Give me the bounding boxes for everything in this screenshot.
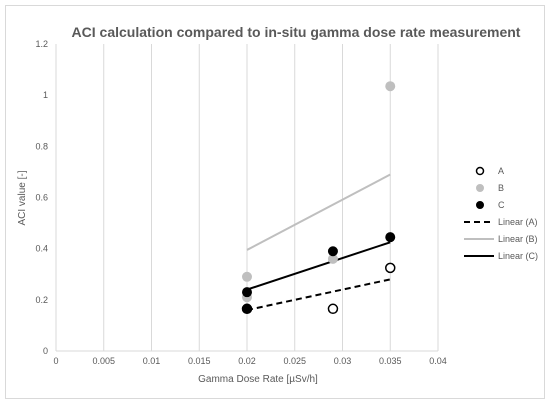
trendline-linear-b <box>246 173 391 251</box>
y-tick-label: 0.8 <box>35 141 48 151</box>
grid-lines <box>103 44 439 351</box>
x-tick-label: 0.015 <box>188 356 211 366</box>
legend-label: Linear (A) <box>498 217 538 227</box>
y-tick-label: 0.2 <box>35 295 48 305</box>
trendline-linear-a <box>246 278 391 312</box>
data-point-c <box>242 303 252 314</box>
legend-label: Linear (C) <box>498 251 538 261</box>
data-point-a <box>327 303 339 315</box>
legend: ABC Linear (A) Linear (B) Linear (C) <box>464 166 538 261</box>
legend-marker-c <box>476 201 484 209</box>
legend-label: A <box>498 166 504 176</box>
data-points <box>241 81 396 315</box>
x-tick-label: 0.04 <box>429 356 447 366</box>
x-tick-label: 0.005 <box>92 356 115 366</box>
legend-label: Linear (B) <box>498 234 538 244</box>
x-tick-label: 0.025 <box>283 356 306 366</box>
data-point-a <box>385 262 396 274</box>
x-tick-label: 0.02 <box>238 356 256 366</box>
x-tick-label: 0 <box>53 356 58 366</box>
chart-title: ACI calculation compared to in-situ gamm… <box>72 24 521 40</box>
x-tick-label: 0.01 <box>143 356 161 366</box>
y-axis-label: ACI value [-] <box>17 170 28 225</box>
x-tick-label: 0.035 <box>379 356 402 366</box>
chart-frame <box>5 5 545 399</box>
x-axis-label: Gamma Dose Rate [µSv/h] <box>198 374 318 385</box>
y-tick-label: 0.6 <box>35 193 48 203</box>
y-tick-label: 0 <box>43 346 48 356</box>
trendline-linear-c <box>246 241 391 291</box>
data-point-b <box>385 81 396 92</box>
data-point-b <box>242 271 252 282</box>
legend-marker-a <box>475 166 485 176</box>
legend-label: B <box>498 183 504 193</box>
axes: 0 0.005 0.01 0.015 0.02 0.025 0.03 0.035 0.04 0 0.… <box>35 39 446 366</box>
legend-label: C <box>498 200 505 210</box>
y-tick-label: 1 <box>43 90 48 100</box>
data-point-c <box>327 246 338 257</box>
data-point-c <box>242 287 252 298</box>
x-tick-label: 0.03 <box>334 356 352 366</box>
data-point-c <box>385 232 396 243</box>
legend-marker-b <box>476 184 484 192</box>
y-tick-label: 0.4 <box>35 244 48 254</box>
trendlines <box>246 173 391 312</box>
y-tick-label: 1.2 <box>35 39 48 49</box>
